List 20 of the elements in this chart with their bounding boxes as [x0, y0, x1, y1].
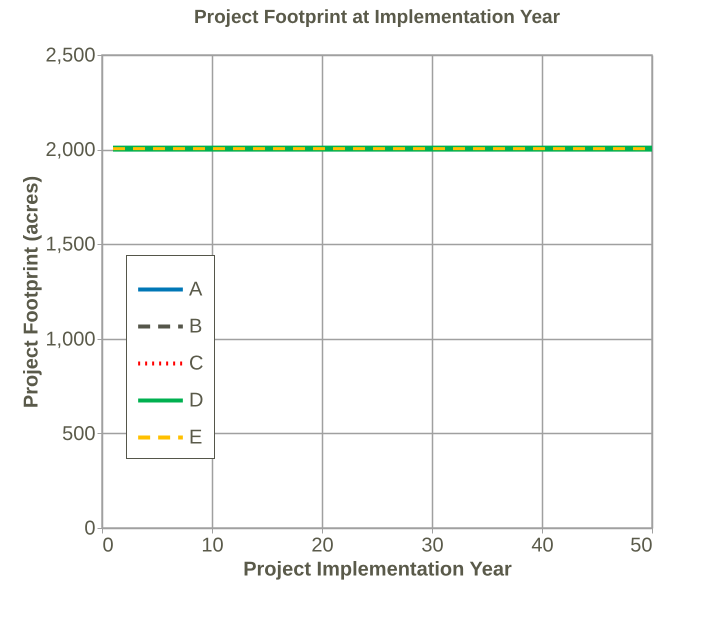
chart-title: Project Footprint at Implementation Year — [194, 7, 561, 28]
y-tick-label: 0 — [84, 518, 96, 540]
y-axis-title: Project Footprint (acres) — [20, 176, 42, 408]
x-tick-label: 0 — [102, 534, 114, 556]
x-tick-label: 30 — [421, 534, 444, 556]
y-tick-label: 500 — [62, 422, 96, 445]
legend-label: E — [189, 426, 202, 448]
x-tick-label: 10 — [201, 534, 224, 556]
x-tick-label: 50 — [630, 534, 652, 556]
x-tick-label: 40 — [531, 534, 554, 556]
legend-label: C — [189, 352, 204, 374]
y-tick-label: 2,000 — [45, 139, 96, 162]
x-tick-label: 20 — [311, 534, 334, 556]
legend-label: B — [189, 316, 202, 338]
y-tick-label: 2,500 — [45, 44, 96, 66]
x-axis-title: Project Implementation Year — [243, 558, 512, 580]
y-tick-label: 1,000 — [45, 328, 96, 350]
legend-label: A — [189, 278, 203, 300]
legend-label: D — [189, 390, 204, 412]
y-tick-label: 1,500 — [45, 234, 96, 256]
